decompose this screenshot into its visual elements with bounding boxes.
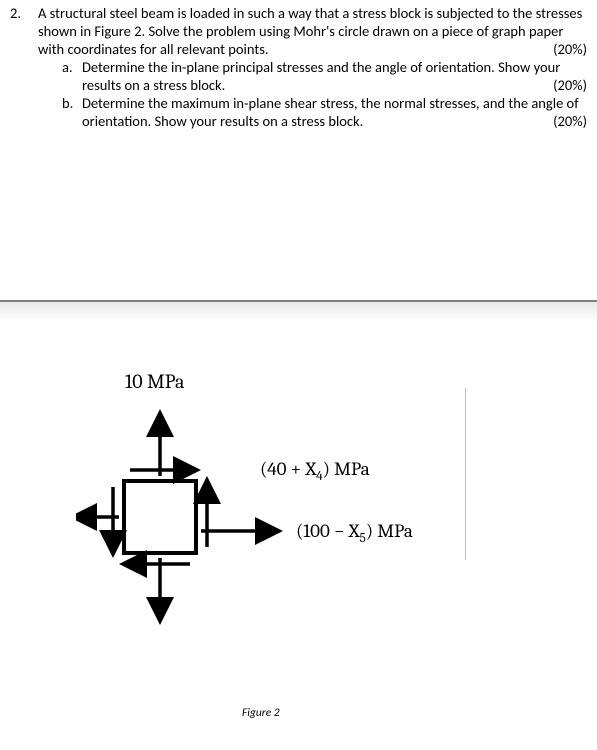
stem-percent: (20%) [545, 40, 587, 58]
part-b-row: b. Determine the maximum in-plane shear … [62, 94, 587, 130]
figure-area: 10 MPa (40 + X4) MPa (100 − X5) MPa Figu… [0, 370, 597, 750]
part-a-percent: (20%) [545, 76, 587, 94]
figure-caption: Figure 2 [242, 706, 280, 720]
stem-line-1: A structural steel beam is loaded in suc… [38, 4, 587, 22]
part-b-body: Determine the maximum in-plane shear str… [82, 94, 587, 130]
question-block: 2. A structural steel beam is loaded in … [0, 0, 597, 130]
label-10mpa: 10 MPa [125, 370, 184, 393]
question-stem-row: 2. A structural steel beam is loaded in … [10, 4, 587, 130]
part-a-row: a. Determine the in-plane principal stre… [62, 58, 587, 94]
part-a-last-line: results on a stress block. (20%) [82, 76, 587, 94]
part-b-letter: b. [62, 94, 82, 130]
section-divider [0, 300, 597, 320]
part-b-last-line: orientation. Show your results on a stre… [82, 112, 587, 130]
stress-square [124, 481, 196, 553]
part-b-last-text: orientation. Show your results on a stre… [82, 112, 363, 130]
part-b-line-1: Determine the maximum in-plane shear str… [82, 94, 587, 112]
stem-line-2: shown in Figure 2. Solve the problem usi… [38, 22, 587, 40]
question-body: A structural steel beam is loaded in suc… [38, 4, 587, 130]
label-100-x5: (100 − X5) MPa [296, 520, 413, 546]
question-number: 2. [10, 4, 38, 130]
part-a-line-1: Determine the in-plane principal stresse… [82, 58, 587, 76]
stress-block-svg [76, 406, 296, 656]
label-100-pre: (100 − X [296, 520, 360, 542]
part-a-letter: a. [62, 58, 82, 94]
vertical-guide-line [465, 388, 466, 560]
label-100-post: ) MPa [366, 520, 413, 542]
stem-last-line: with coordinates for all relevant points… [38, 40, 587, 58]
part-b-percent: (20%) [545, 112, 587, 130]
stem-last-text: with coordinates for all relevant points… [38, 40, 269, 58]
part-a-body: Determine the in-plane principal stresse… [82, 58, 587, 94]
part-a-last-text: results on a stress block. [82, 76, 225, 94]
label-40-post: ) MPa [323, 458, 370, 480]
